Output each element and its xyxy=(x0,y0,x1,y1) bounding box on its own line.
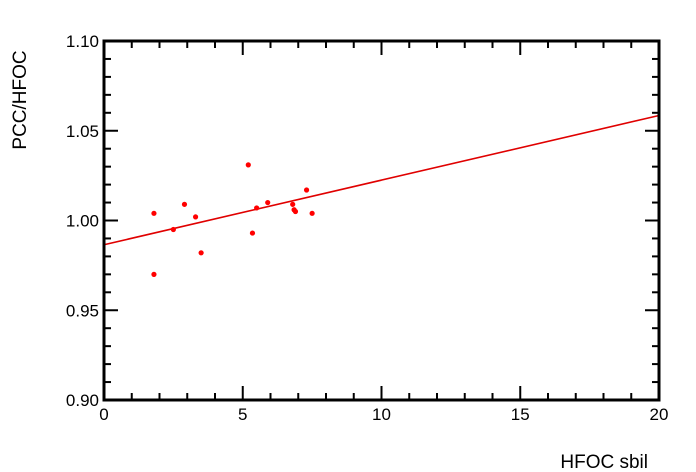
x-tick-label: 10 xyxy=(372,405,391,424)
x-tick-label: 0 xyxy=(99,405,108,424)
y-tick-label: 0.90 xyxy=(66,391,99,410)
y-tick-label: 1.05 xyxy=(66,122,99,141)
data-point xyxy=(290,201,296,207)
x-tick-label: 5 xyxy=(238,405,247,424)
data-point xyxy=(170,226,176,233)
tick-labels: 0 5 10 15 20 0.90 0.95 1.00 1.05 1.10 xyxy=(66,32,669,424)
data-point xyxy=(292,208,299,215)
data-point xyxy=(245,162,251,168)
data-point xyxy=(192,214,199,220)
data-point xyxy=(309,210,315,216)
x-axis-title: HFOC sbil xyxy=(560,452,648,472)
data-point xyxy=(181,201,188,207)
y-tick-label: 1.00 xyxy=(66,212,99,231)
axis-ticks xyxy=(103,40,660,401)
x-tick-label: 15 xyxy=(511,405,530,424)
data-point xyxy=(254,205,260,211)
data-point xyxy=(151,210,157,216)
data-points xyxy=(151,162,315,277)
data-point xyxy=(249,230,256,236)
y-axis-title: PCC/HFOC xyxy=(10,50,31,149)
data-point xyxy=(198,250,204,256)
data-point xyxy=(151,271,157,277)
y-tick-label: 0.95 xyxy=(66,301,99,320)
data-point xyxy=(265,199,271,206)
fit-line-layer xyxy=(103,114,660,246)
data-point xyxy=(303,187,310,193)
fit-line xyxy=(103,114,660,246)
x-tick-label: 20 xyxy=(650,405,669,424)
plot-frame xyxy=(102,39,661,402)
y-tick-label: 1.10 xyxy=(66,32,99,51)
